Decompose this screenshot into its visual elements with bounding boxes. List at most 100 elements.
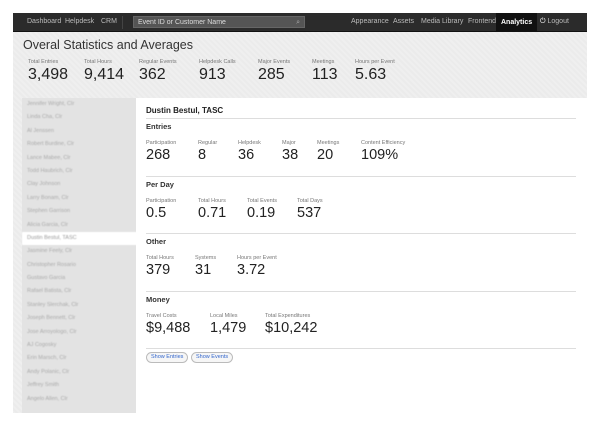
person-list-item[interactable]: Lance Mabee, Clr [27,154,71,161]
person-list-item[interactable]: Jose Arroyologo, Clr [27,328,77,335]
person-list-item[interactable]: AJ Cogosky [27,342,57,349]
person-list-item[interactable]: Erin Marsch, Clr [27,355,67,362]
nav-dashboard[interactable]: Dashboard [27,18,62,25]
metric-value: 3.72 [237,262,266,278]
stat-item: Meetings 113 [312,59,338,84]
person-list-item[interactable]: Alicia Garcia, Clr [27,221,68,228]
nav-analytics[interactable]: Analytics [496,13,538,32]
search-icon[interactable]: ⌕ [296,19,300,26]
metric-value: 0.5 [146,205,167,221]
nav-appearance[interactable]: Appearance [351,18,389,25]
section-divider [146,233,576,234]
metric-item: Helpdesk 36 [238,140,261,163]
metric-value: 20 [317,147,334,163]
stat-label: Regular Events [139,59,177,65]
metric-value: 31 [195,262,212,278]
metric-item: Travel Costs $9,488 [146,313,190,336]
person-list-item[interactable]: Joseph Bennett, Clr [27,315,76,322]
person-list-item[interactable]: Jasmine Feely, Clr [27,248,73,255]
metric-item: Total Expenditures $10,242 [265,313,317,336]
metric-label: Regular [198,140,218,146]
metric-item: Major 38 [282,140,298,163]
nav-helpdesk[interactable]: Helpdesk [65,18,95,25]
metric-item: Participation 268 [146,140,176,163]
metric-value: 0.19 [247,205,276,221]
section-title: Per Day [146,180,174,189]
person-list-item[interactable]: Angelo Allen, Clr [27,395,68,402]
person-list-item[interactable]: Jennifer Wright, CIr [27,101,75,107]
power-icon: ⏻ [540,18,546,25]
person-list-item[interactable]: Dustin Bestul, TASC [22,231,136,246]
app-window: Dashboard Helpdesk CRM Event ID or Custo… [13,13,587,413]
metric-label: Travel Costs [146,313,177,319]
metric-value: 38 [282,147,299,163]
metric-label: Total Expenditures [265,313,311,319]
logout-button[interactable]: ⏻ Logout [540,18,569,26]
stat-label: Major Events [258,59,291,65]
metric-value: 109% [361,147,399,163]
nav-crm[interactable]: CRM [101,18,117,25]
person-list-item[interactable]: Stanley Slerchak, Clr [27,301,79,308]
show-events-button[interactable]: Show Events [191,352,234,363]
nav-frontend[interactable]: Frontend [468,18,497,25]
search-placeholder: Event ID or Customer Name [138,19,226,26]
nav-assets[interactable]: Assets [393,18,415,25]
stat-label: Meetings [312,59,335,65]
person-list-item[interactable]: Todd Haubrich, Clr [27,167,73,174]
metric-label: Total Hours [146,255,174,261]
stat-item: Helpdesk Calls 913 [199,59,236,84]
metric-value: 379 [146,262,171,278]
stat-item: Regular Events 362 [139,59,177,84]
stat-label: Hours per Event [355,59,395,65]
metric-label: Local Miles [210,313,238,319]
person-list-item[interactable]: Larry Bonam, Clr [27,194,69,201]
metric-value: 268 [146,147,171,163]
metric-item: Participation 0.5 [146,198,176,221]
person-list-item[interactable]: Jeffrey Smith [27,382,59,389]
person-list-item[interactable]: Al Jenssen [27,127,54,134]
stat-item: Major Events 285 [258,59,290,84]
stat-item: Total Entries 3,498 [28,59,68,84]
metric-value: 1,479 [210,320,247,336]
stat-label: Total Hours [84,59,112,65]
person-list-item[interactable]: Christopher Rosario [27,261,76,268]
top-navbar: Dashboard Helpdesk CRM Event ID or Custo… [13,13,587,32]
metric-label: Total Hours [198,198,226,204]
page-title: Overal Statistics and Averages [23,38,193,52]
metric-label: Content Efficiency [361,140,406,146]
metric-item: Total Hours 0.71 [198,198,226,221]
metric-value: 36 [238,147,255,163]
person-list-item[interactable]: Rafael Batista, Clr [27,288,72,295]
metric-label: Helpdesk [238,140,261,146]
nav-media-library[interactable]: Media Library [421,18,464,25]
stat-value: 3,498 [28,66,69,83]
metric-label: Total Days [297,198,323,204]
stat-value: 913 [199,66,226,83]
metric-item: Total Hours 379 [146,255,174,278]
person-list-item[interactable]: Gustavo Garcia [27,275,66,282]
person-list-item[interactable]: Clay Johnson [27,181,61,188]
show-entries-button[interactable]: Show Entries [146,352,189,363]
person-list-item[interactable]: Robert Burdine, Clr [27,141,75,148]
metric-label: Total Events [247,198,277,204]
search-input[interactable]: Event ID or Customer Name ⌕ [133,16,305,28]
person-list-item[interactable]: Linda Cha, Clr [27,114,63,121]
metric-label: Hours per Event [237,255,277,261]
stat-label: Helpdesk Calls [199,59,236,65]
metric-item: Local Miles 1,479 [210,313,246,336]
metric-label: Meetings [317,140,340,146]
metric-item: Total Events 0.19 [247,198,277,221]
metric-value: 0.71 [198,205,227,221]
stat-label: Total Entries [28,59,59,65]
metric-item: Meetings 20 [317,140,339,163]
logout-label: Logout [547,18,569,25]
section-divider [146,118,576,119]
metric-value: 8 [198,147,207,163]
person-list-item[interactable]: Stephen Garrison [27,208,71,215]
metric-label: Systems [195,255,217,261]
metric-label: Participation [146,198,177,204]
metric-item: Regular 8 [198,140,217,163]
person-list-item[interactable]: Andy Polanic, Clr [27,368,70,375]
stat-value: 362 [139,66,166,83]
person-list[interactable]: Jennifer Wright, CIr Linda Cha, Clr Al Jen… [22,98,136,413]
